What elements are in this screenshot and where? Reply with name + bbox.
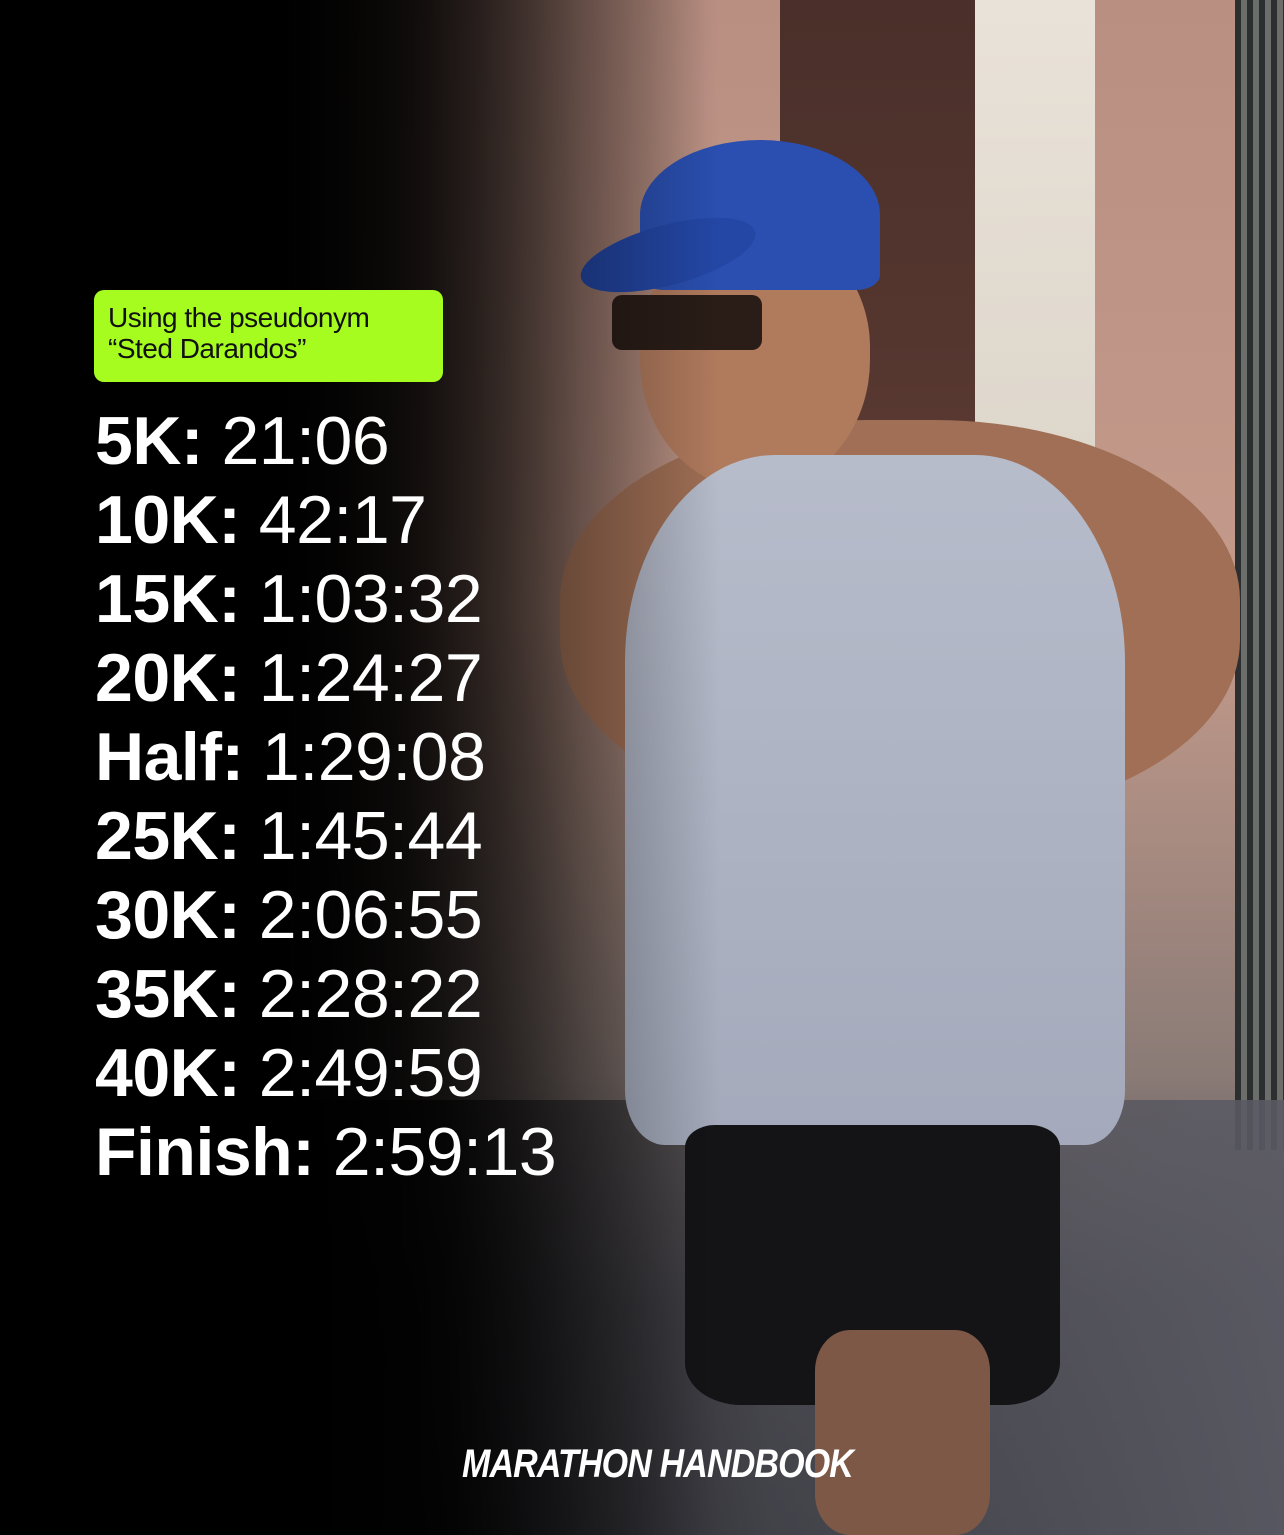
pseudonym-badge: Using the pseudonym “Sted Darandos” xyxy=(94,290,443,382)
split-row: 30K: 2:06:55 xyxy=(95,876,556,955)
marathon-handbook-logo: MARATHON HANDBOOK xyxy=(462,1442,854,1486)
split-row: 40K: 2:49:59 xyxy=(95,1034,556,1113)
split-row: Finish: 2:59:13 xyxy=(95,1113,557,1192)
split-row: 35K: 2:28:22 xyxy=(95,955,556,1034)
split-time: 1:45:44 xyxy=(258,798,483,874)
split-time: 1:03:32 xyxy=(258,561,483,637)
dark-gradient-overlay xyxy=(0,0,720,1535)
split-label: Half: xyxy=(95,719,244,795)
split-time: 1:24:27 xyxy=(258,640,483,716)
split-label: 40K: xyxy=(95,1035,241,1111)
split-time: 1:29:08 xyxy=(262,719,486,795)
split-label: 20K: xyxy=(95,640,241,716)
split-label: 15K: xyxy=(95,561,241,637)
split-row: 25K: 1:45:44 xyxy=(95,797,556,876)
split-label: 30K: xyxy=(95,877,241,953)
split-row: Half: 1:29:08 xyxy=(95,718,556,797)
badge-line-2: “Sted Darandos” xyxy=(108,333,306,364)
split-label: 35K: xyxy=(95,956,241,1032)
split-time: 2:49:59 xyxy=(258,1035,483,1111)
split-time: 21:06 xyxy=(221,403,390,479)
badge-line-1: Using the pseudonym xyxy=(108,302,370,333)
split-row: 20K: 1:24:27 xyxy=(95,639,556,718)
split-label: Finish: xyxy=(95,1114,315,1190)
split-times-list: 5K: 21:06 10K: 42:17 15K: 1:03:32 20K: 1… xyxy=(95,402,557,1192)
split-row: 15K: 1:03:32 xyxy=(95,560,556,639)
split-time: 42:17 xyxy=(258,482,427,558)
runner-leg xyxy=(815,1330,990,1535)
split-label: 5K: xyxy=(95,403,204,479)
split-time: 2:59:13 xyxy=(332,1114,557,1190)
window-grille xyxy=(1235,0,1284,1150)
split-label: 10K: xyxy=(95,482,241,558)
split-row: 5K: 21:06 xyxy=(95,402,556,481)
split-label: 25K: xyxy=(95,798,241,874)
split-row: 10K: 42:17 xyxy=(95,481,556,560)
split-time: 2:06:55 xyxy=(258,877,483,953)
split-time: 2:28:22 xyxy=(258,956,483,1032)
